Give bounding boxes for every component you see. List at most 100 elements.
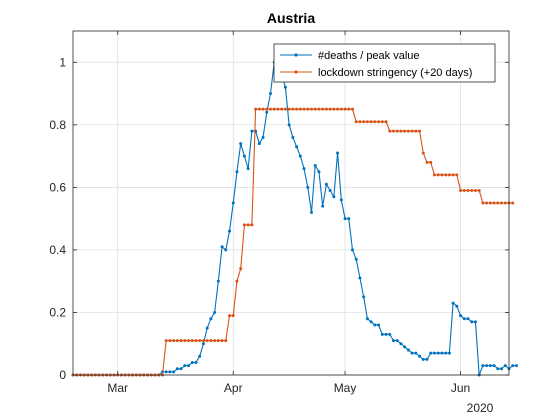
data-point-stringency [164,339,168,343]
data-point-stringency [213,339,217,343]
data-point-stringency [451,173,455,177]
data-point-stringency [328,107,332,111]
data-point-stringency [283,107,287,111]
data-point-deaths [362,295,366,299]
data-point-deaths [246,167,250,171]
data-point-deaths [242,154,246,158]
data-point-deaths [228,229,232,233]
data-point-deaths [399,342,403,346]
data-point-stringency [377,120,381,124]
data-point-stringency [336,107,340,111]
data-point-stringency [503,201,507,205]
data-point-deaths [503,364,507,368]
data-point-deaths [332,195,336,199]
data-point-deaths [358,276,362,280]
data-point-deaths [406,348,410,352]
data-point-stringency [172,339,176,343]
y-tick-label: 0 [59,368,66,382]
data-point-stringency [477,188,481,192]
data-point-deaths [317,170,321,174]
data-point-deaths [354,257,358,261]
data-point-stringency [481,201,485,205]
data-point-deaths [369,320,373,324]
data-point-deaths [350,248,354,252]
data-point-stringency [276,107,280,111]
data-point-stringency [205,339,209,343]
legend-marker-deaths [294,53,298,57]
plot-frame [72,30,510,376]
data-point-deaths [384,332,388,336]
data-point-stringency [395,129,399,133]
data-point-deaths [473,320,477,324]
legend-marker-stringency [294,70,298,74]
data-point-stringency [280,107,284,111]
data-point-deaths [451,301,455,305]
data-point-stringency [269,107,272,111]
data-point-stringency [369,120,373,124]
data-point-stringency [425,160,429,164]
data-point-deaths [347,217,351,221]
data-point-stringency [440,173,444,177]
data-point-deaths [492,364,496,368]
data-point-deaths [447,351,451,355]
data-point-deaths [470,320,474,324]
data-point-deaths [429,351,433,355]
data-point-deaths [336,151,340,155]
data-point-deaths [496,367,500,371]
data-point-stringency [511,201,515,205]
data-point-deaths [466,317,470,321]
data-point-deaths [209,317,213,321]
data-point-stringency [418,129,422,133]
y-tick-label: 1 [59,55,66,69]
data-point-deaths [265,110,269,114]
data-point-stringency [485,201,489,205]
data-point-deaths [391,339,395,343]
data-point-stringency [470,188,474,192]
data-point-deaths [324,182,328,186]
data-point-deaths [291,135,295,139]
data-point-stringency [406,129,410,133]
data-point-deaths [440,351,444,355]
data-point-deaths [444,351,448,355]
data-point-stringency [317,107,321,111]
data-point-stringency [429,160,433,164]
legend-label-deaths: #deaths / peak value [318,50,420,62]
data-point-stringency [384,120,388,124]
data-point-deaths [455,304,459,308]
data-point-stringency [254,107,258,111]
data-point-deaths [250,129,254,133]
data-point-stringency [295,107,299,111]
data-point-deaths [164,370,168,374]
data-point-stringency [447,173,451,177]
data-point-stringency [183,339,187,343]
data-point-stringency [455,173,459,177]
data-point-deaths [485,364,489,368]
data-point-stringency [250,223,254,227]
data-point-stringency [354,120,358,124]
data-point-stringency [321,107,325,111]
data-point-stringency [403,129,407,133]
data-point-stringency [265,107,269,111]
data-point-deaths [488,364,492,368]
y-tick-label: 0.2 [49,305,66,319]
data-point-stringency [466,188,470,192]
data-point-deaths [339,198,343,202]
data-point-deaths [310,210,313,214]
data-point-deaths [321,204,325,208]
tick-labels: 0 0.2 0.4 0.6 0.8 1 Mar Apr May Jun [49,55,470,395]
data-point-deaths [269,92,272,96]
data-point-stringency [391,129,395,133]
data-point-stringency [459,188,463,192]
data-point-deaths [201,342,205,346]
data-point-stringency [216,339,220,343]
data-point-deaths [373,323,377,327]
data-point-stringency [488,201,492,205]
data-point-stringency [362,120,366,124]
data-point-stringency [365,120,369,124]
data-point-deaths [213,310,217,314]
data-point-stringency [332,107,336,111]
data-point-stringency [235,279,239,283]
data-point-deaths [172,370,176,374]
data-point-stringency [347,107,351,111]
data-point-stringency [298,107,302,111]
